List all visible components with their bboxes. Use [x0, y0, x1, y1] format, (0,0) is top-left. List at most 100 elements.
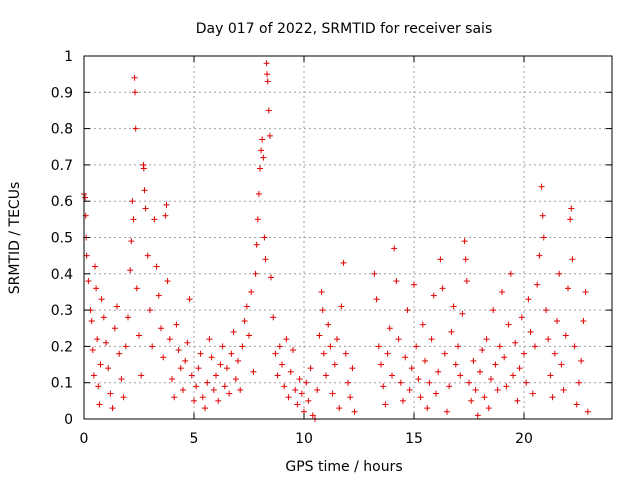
- data-point: [138, 372, 145, 379]
- data-point: [290, 347, 296, 354]
- data-point: [494, 386, 501, 393]
- data-point: [96, 401, 103, 408]
- data-point: [417, 394, 424, 401]
- data-point: [532, 343, 538, 350]
- data-point: [505, 321, 512, 328]
- data-point: [404, 307, 411, 314]
- data-point: [257, 165, 263, 172]
- data-point: [470, 357, 477, 364]
- data-point: [582, 288, 589, 295]
- data-point: [100, 314, 107, 321]
- data-point: [496, 343, 503, 350]
- data-point: [296, 376, 303, 383]
- data-point: [320, 350, 327, 357]
- data-point: [578, 357, 585, 364]
- data-point: [89, 347, 96, 354]
- y-tick-label: 0.9: [51, 85, 73, 101]
- data-point: [120, 394, 127, 401]
- y-tick-label: 0.2: [51, 339, 73, 355]
- data-point: [503, 383, 510, 390]
- data-point: [105, 365, 112, 372]
- data-point: [329, 390, 336, 397]
- data-point: [254, 216, 261, 223]
- data-point: [573, 401, 580, 408]
- data-point: [351, 408, 358, 415]
- data-point: [325, 321, 332, 328]
- data-point: [485, 405, 492, 412]
- x-tick-label: 10: [295, 431, 313, 447]
- data-point: [402, 354, 409, 361]
- data-point: [395, 336, 402, 343]
- data-point: [446, 383, 453, 390]
- data-point: [272, 350, 279, 357]
- data-point: [132, 89, 139, 96]
- data-point: [466, 379, 472, 386]
- data-point: [128, 238, 135, 245]
- data-point: [501, 354, 508, 361]
- data-point: [130, 216, 137, 223]
- data-point: [406, 386, 413, 393]
- data-point: [490, 307, 497, 314]
- data-point: [384, 350, 391, 357]
- data-point: [479, 347, 486, 354]
- data-point: [122, 343, 129, 350]
- data-point: [389, 372, 395, 379]
- data-point: [336, 405, 343, 412]
- chart-title: Day 017 of 2022, SRMTID for receiver sai…: [196, 21, 492, 37]
- data-point: [415, 376, 422, 383]
- data-point: [166, 336, 173, 343]
- data-point: [419, 321, 426, 328]
- data-point: [197, 350, 204, 357]
- y-tick-label: 0: [64, 412, 73, 428]
- data-point: [472, 386, 479, 393]
- data-point: [457, 372, 464, 379]
- x-tick-label: 0: [80, 431, 89, 447]
- data-point: [507, 270, 514, 277]
- data-point: [158, 325, 164, 332]
- data-point: [241, 317, 248, 324]
- y-tick-labels: 0 0.1 0.2 0.3 0.4 0.5 0.6 0.7 0.8 0.9 1: [51, 49, 73, 428]
- data-point: [210, 386, 217, 393]
- data-point: [107, 390, 114, 397]
- y-tick-label: 0.6: [51, 194, 73, 210]
- data-point: [208, 354, 215, 361]
- data-point: [448, 328, 455, 335]
- data-point: [255, 190, 262, 197]
- data-point: [266, 132, 273, 139]
- data-point: [540, 234, 547, 241]
- data-point: [538, 183, 545, 190]
- data-point: [305, 397, 312, 404]
- data-point: [188, 372, 195, 379]
- data-point: [545, 336, 552, 343]
- data-point: [133, 285, 140, 292]
- data-point: [93, 285, 100, 292]
- data-point: [224, 365, 230, 372]
- data-point: [400, 397, 406, 404]
- data-point: [182, 357, 189, 364]
- data-point: [217, 361, 224, 368]
- data-point: [261, 234, 268, 241]
- data-point: [373, 296, 380, 303]
- data-point: [580, 317, 587, 324]
- data-point: [319, 307, 326, 314]
- data-point: [164, 278, 171, 285]
- data-point: [97, 361, 104, 368]
- data-point: [253, 241, 260, 248]
- data-point: [474, 412, 481, 419]
- data-point: [175, 347, 182, 354]
- data-point: [239, 343, 246, 350]
- data-point: [90, 372, 97, 379]
- data-point: [131, 74, 138, 81]
- data-point: [334, 336, 340, 343]
- data-point: [103, 339, 109, 346]
- data-point: [279, 361, 285, 368]
- data-point: [144, 252, 151, 259]
- data-point: [461, 238, 468, 245]
- data-point: [523, 379, 530, 386]
- data-point: [516, 365, 523, 372]
- y-tick-label: 0.5: [51, 231, 73, 247]
- data-point: [111, 325, 118, 332]
- data-point: [171, 394, 178, 401]
- data-point: [263, 60, 270, 67]
